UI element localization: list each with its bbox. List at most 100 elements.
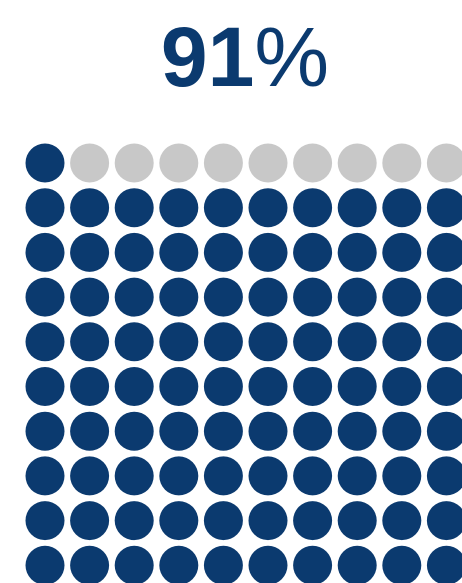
filled-dot — [203, 501, 243, 541]
filled-dot — [70, 277, 110, 317]
filled-dot — [293, 456, 333, 496]
filled-dot — [159, 545, 199, 583]
empty-dot — [203, 143, 243, 183]
filled-dot — [70, 411, 110, 451]
empty-dot — [293, 143, 333, 183]
filled-dot — [159, 411, 199, 451]
filled-dot — [159, 501, 199, 541]
filled-dot — [159, 456, 199, 496]
filled-dot — [337, 367, 377, 406]
filled-dot — [426, 277, 462, 317]
filled-dot — [382, 277, 422, 317]
empty-dot — [337, 143, 377, 183]
filled-dot — [293, 545, 333, 583]
filled-dot — [337, 501, 377, 541]
filled-dot — [248, 232, 288, 272]
filled-dot — [382, 322, 422, 362]
filled-dot — [159, 188, 199, 228]
filled-dot — [159, 232, 199, 272]
filled-dot — [426, 367, 462, 406]
filled-dot — [293, 232, 333, 272]
filled-dot — [25, 456, 65, 496]
filled-dot — [293, 322, 333, 362]
filled-dot — [70, 188, 110, 228]
filled-dot — [382, 411, 422, 451]
filled-dot — [70, 322, 110, 362]
filled-dot — [159, 277, 199, 317]
filled-dot — [114, 456, 154, 496]
empty-dot — [382, 143, 422, 183]
filled-dot — [70, 545, 110, 583]
filled-dot — [203, 545, 243, 583]
filled-dot — [426, 232, 462, 272]
filled-dot — [426, 322, 462, 362]
filled-dot — [70, 501, 110, 541]
filled-dot — [293, 277, 333, 317]
filled-dot — [25, 188, 65, 228]
filled-dot — [159, 322, 199, 362]
filled-dot — [114, 501, 154, 541]
filled-dot — [293, 501, 333, 541]
filled-dot — [248, 277, 288, 317]
filled-dot — [203, 456, 243, 496]
filled-dot — [114, 232, 154, 272]
filled-dot — [203, 188, 243, 228]
filled-dot — [25, 232, 65, 272]
filled-dot — [159, 367, 199, 406]
filled-dot — [25, 322, 65, 362]
filled-dot — [25, 545, 65, 583]
filled-dot — [426, 501, 462, 541]
filled-dot — [337, 411, 377, 451]
empty-dot — [248, 143, 288, 183]
empty-dot — [70, 143, 110, 183]
filled-dot — [203, 411, 243, 451]
filled-dot — [70, 232, 110, 272]
filled-dot — [248, 367, 288, 406]
empty-dot — [114, 143, 154, 183]
filled-dot — [248, 322, 288, 362]
filled-dot — [203, 322, 243, 362]
filled-dot — [203, 367, 243, 406]
filled-dot — [337, 188, 377, 228]
filled-dot — [293, 188, 333, 228]
filled-dot — [382, 501, 422, 541]
filled-dot — [114, 322, 154, 362]
empty-dot — [159, 143, 199, 183]
filled-dot — [248, 188, 288, 228]
filled-dot — [248, 501, 288, 541]
filled-dot — [70, 456, 110, 496]
value-label: 91% — [161, 10, 329, 104]
filled-dot — [337, 232, 377, 272]
filled-dot — [337, 456, 377, 496]
filled-dot — [25, 277, 65, 317]
filled-dot — [426, 188, 462, 228]
filled-dot — [114, 411, 154, 451]
filled-dot — [25, 411, 65, 451]
filled-dot — [114, 545, 154, 583]
filled-dot — [426, 545, 462, 583]
filled-dot — [114, 188, 154, 228]
filled-dot — [25, 143, 65, 183]
filled-dot — [203, 232, 243, 272]
filled-dot — [70, 367, 110, 406]
filled-dot — [382, 545, 422, 583]
filled-dot — [293, 411, 333, 451]
filled-dot — [25, 367, 65, 406]
filled-dot — [382, 456, 422, 496]
filled-dot — [426, 456, 462, 496]
filled-dot — [203, 277, 243, 317]
filled-dot — [337, 322, 377, 362]
filled-dot — [114, 367, 154, 406]
filled-dot — [426, 411, 462, 451]
filled-dot — [114, 277, 154, 317]
filled-dot — [337, 545, 377, 583]
filled-dot — [293, 367, 333, 406]
filled-dot — [248, 545, 288, 583]
filled-dot — [382, 232, 422, 272]
filled-dot — [25, 501, 65, 541]
empty-dot — [426, 143, 462, 183]
filled-dot — [248, 411, 288, 451]
filled-dot — [382, 188, 422, 228]
